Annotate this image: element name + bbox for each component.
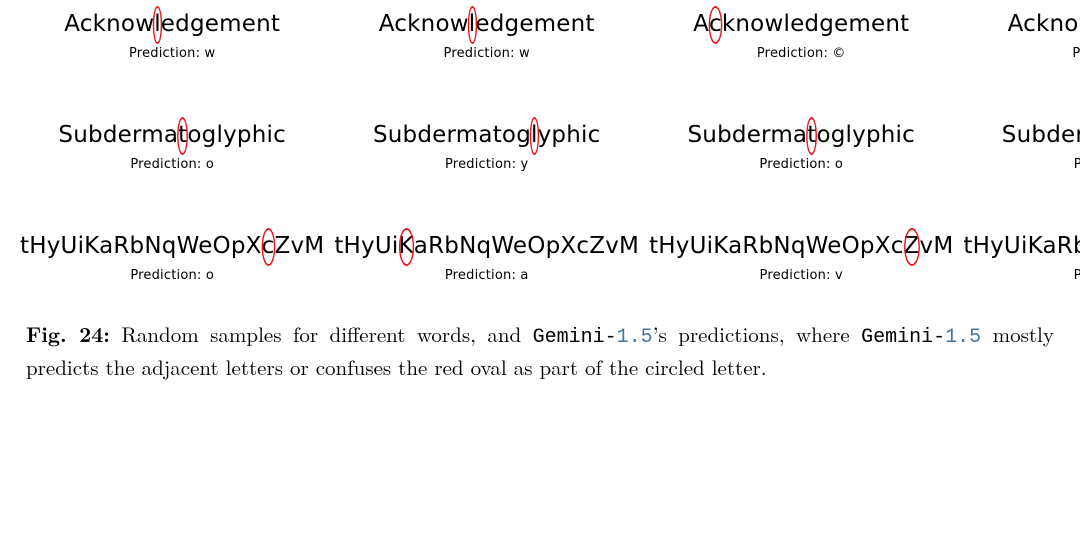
sample-cell: tHyUiKaRbNqWeOpXcZvM Prediction: p (963, 232, 1080, 283)
prediction-label: Prediction: o (130, 268, 214, 283)
sample-word: Acknowledgement (693, 10, 909, 40)
circled-letter: l (469, 10, 476, 40)
circled-letter: Z (904, 232, 920, 262)
sample-word: Subdermatoglyphic (1002, 121, 1080, 151)
sample-word: Acknowledgement (64, 10, 280, 40)
circled-letter: K (399, 232, 414, 262)
prediction-label: Prediction: o (1074, 157, 1080, 172)
prediction-label: Prediction: © (757, 46, 846, 61)
prediction-label: Prediction: o (130, 157, 214, 172)
sample-word: tHyUiKaRbNqWeOpXcZvM (649, 232, 953, 262)
sample-word: Subdermatoglyphic (373, 121, 601, 151)
figure-caption: Fig. 24: Random samples for different wo… (20, 319, 1060, 382)
prediction-label: Prediction: w (444, 46, 530, 61)
sample-word: Subdermatoglyphic (58, 121, 286, 151)
sample-word: Acknowledgement (1008, 10, 1080, 40)
sample-cell: tHyUiKaRbNqWeOpXcZvM Prediction: o (20, 232, 324, 283)
prediction-label: Prediction: y (445, 157, 528, 172)
prediction-label: Prediction: a (445, 268, 529, 283)
caption-segment-1: Random samples for different words, and (110, 319, 533, 349)
prediction-label: Prediction: v (760, 268, 843, 283)
sample-word: tHyUiKaRbNqWeOpXcZvM (334, 232, 639, 262)
prediction-label: Prediction: w (129, 46, 215, 61)
sample-cell: Subdermatoglyphic Prediction: o (20, 121, 324, 172)
sample-word: Subdermatoglyphic (687, 121, 915, 151)
sample-cell: tHyUiKaRbNqWeOpXcZvM Prediction: v (649, 232, 953, 283)
circled-letter: c (709, 10, 722, 40)
model-name-1: Gemini-1.5 (533, 326, 653, 349)
sample-cell: Acknowledgement Prediction: w (20, 10, 324, 61)
samples-grid: AcknowledgementPrediction: wAcknowledgem… (20, 10, 1060, 283)
sample-word: Acknowledgement (379, 10, 595, 40)
figure-label: Fig. 24: (26, 319, 110, 349)
circled-letter: t (807, 121, 816, 151)
sample-cell: Subdermatoglyphic Prediction: y (334, 121, 639, 172)
sample-cell: Subdermatoglyphic Prediction: o (649, 121, 953, 172)
circled-letter: l (531, 121, 538, 151)
prediction-label: Prediction: w (1072, 46, 1080, 61)
caption-segment-2: ’s predictions, where (653, 319, 861, 349)
prediction-label: Prediction: o (759, 157, 843, 172)
sample-cell: Subdermatoglyphic Prediction: o (963, 121, 1080, 172)
sample-cell: tHyUiKaRbNqWeOpXcZvM Prediction: a (334, 232, 639, 283)
model-name-2: Gemini-1.5 (861, 326, 981, 349)
sample-cell: Acknowledgement Prediction: © (649, 10, 953, 61)
sample-cell: Acknowledgement Prediction: w (334, 10, 639, 61)
circled-letter: t (178, 121, 187, 151)
prediction-label: Prediction: p (1074, 268, 1080, 283)
sample-word: tHyUiKaRbNqWeOpXcZvM (963, 232, 1080, 262)
circled-letter: l (154, 10, 161, 40)
sample-word: tHyUiKaRbNqWeOpXcZvM (20, 232, 324, 262)
sample-cell: Acknowledgement Prediction: w (963, 10, 1080, 61)
circled-letter: c (262, 232, 275, 262)
